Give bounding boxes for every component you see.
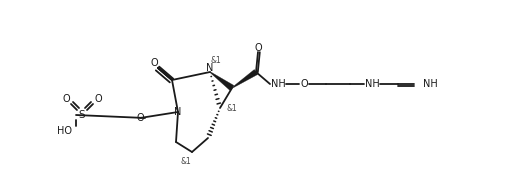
Text: NH: NH [271,79,285,89]
Text: S: S [79,110,85,120]
Text: NH: NH [423,79,438,89]
Text: N: N [175,107,181,117]
Text: O: O [300,79,308,89]
Polygon shape [210,72,234,91]
Text: O: O [94,94,102,104]
Text: O: O [136,113,144,123]
Text: HO: HO [57,126,71,136]
Text: O: O [254,43,262,53]
Text: &1: &1 [226,103,238,113]
Text: &1: &1 [211,56,221,65]
Text: O: O [62,94,70,104]
Text: O: O [150,58,158,68]
Text: N: N [206,63,214,73]
Text: NH: NH [364,79,379,89]
Text: &1: &1 [180,157,191,166]
Polygon shape [232,70,258,88]
